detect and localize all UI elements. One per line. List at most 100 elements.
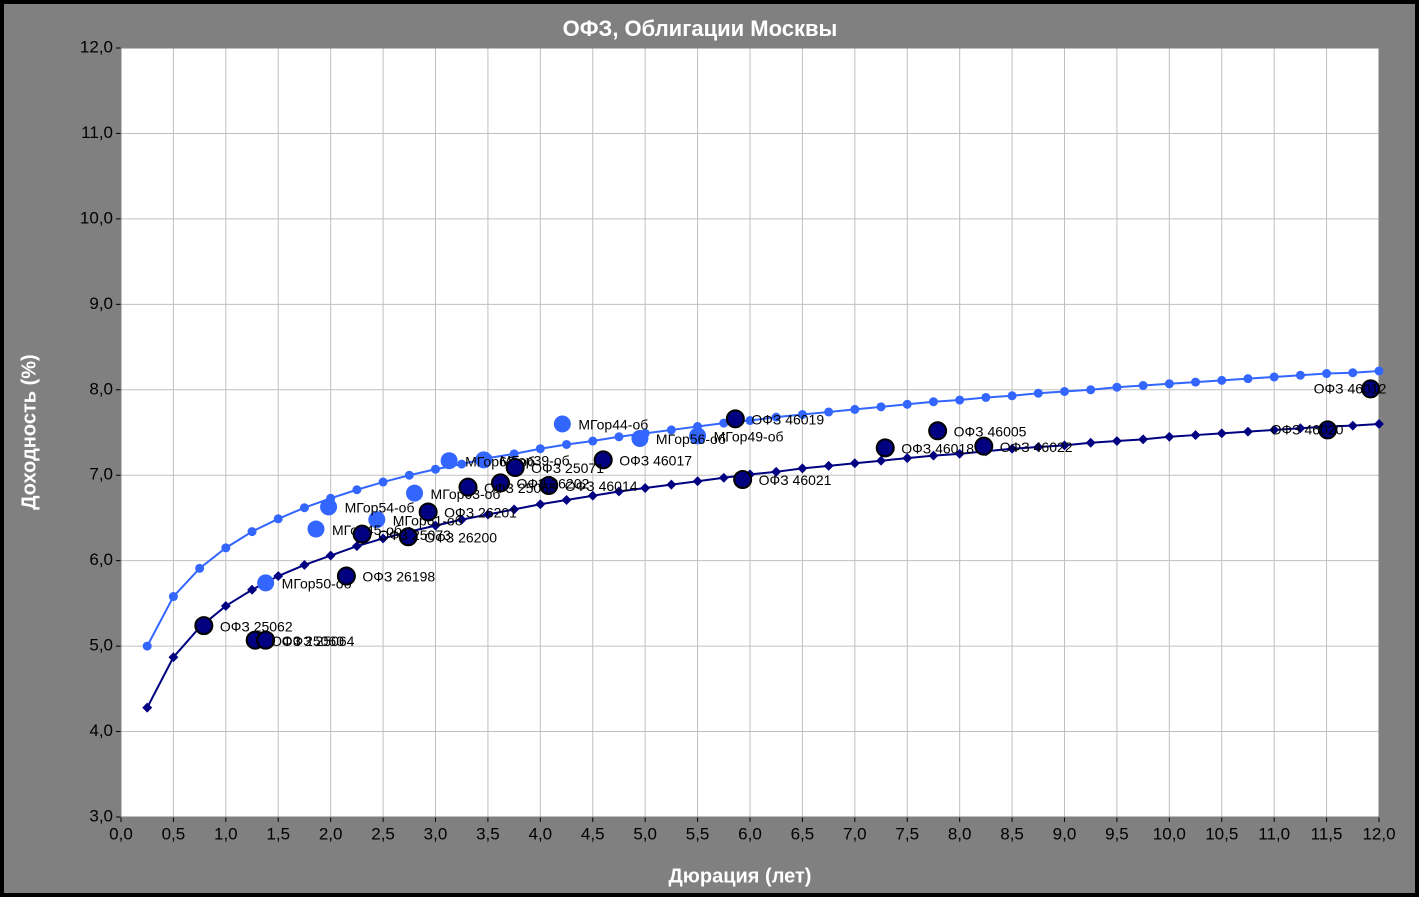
fit-point	[666, 425, 676, 435]
x-tick-label: 4,0	[529, 824, 553, 843]
fit-point	[745, 416, 755, 426]
x-tick-label: 11,5	[1311, 824, 1343, 843]
fit-point	[850, 404, 860, 414]
point-label: ОФЗ 25071	[531, 460, 604, 476]
fit-point	[1112, 382, 1122, 392]
x-tick-label: 6,5	[791, 824, 815, 843]
y-tick-label: 8,0	[89, 379, 113, 398]
fit-point	[168, 592, 178, 602]
fit-point	[456, 514, 467, 525]
fit-point	[849, 458, 860, 469]
x-tick-label: 11,0	[1258, 824, 1290, 843]
x-tick-label: 0,5	[162, 824, 186, 843]
fit-point	[1059, 440, 1070, 451]
x-tick-label: 10,5	[1205, 824, 1238, 843]
fit-point	[928, 397, 938, 407]
point-label: МГор56-об	[656, 431, 726, 447]
y-tick-label: 7,0	[89, 465, 113, 484]
y-tick-label: 11,0	[81, 123, 113, 142]
bond-point	[733, 469, 753, 489]
y-tick-label: 6,0	[89, 550, 113, 569]
x-tick-label: 7,5	[895, 824, 919, 843]
point-label: ОФЗ 26202	[516, 476, 589, 492]
x-tick-label: 7,0	[843, 824, 867, 843]
fit-point	[771, 466, 782, 477]
fit-point	[247, 527, 257, 537]
fit-point	[431, 464, 440, 474]
point-label: ОФЗ 26198	[362, 569, 435, 585]
fit-point	[1164, 379, 1174, 389]
fit-point	[666, 479, 677, 490]
point-label: ОФЗ 46017	[619, 453, 692, 469]
bond-point	[553, 415, 571, 433]
x-tick-label: 6,0	[738, 824, 762, 843]
point-label: ОФЗ 46019	[751, 412, 824, 428]
fit-point	[247, 584, 257, 595]
fit-point	[1060, 386, 1069, 396]
bond-point	[368, 511, 386, 529]
point-label: ОФЗ 46014	[565, 478, 638, 494]
bond-point	[505, 458, 525, 478]
fit-point	[352, 485, 362, 495]
bond-point	[593, 450, 613, 470]
fit-point	[718, 472, 729, 483]
fit-point	[771, 412, 781, 422]
point-label: ОФЗ 46005	[954, 423, 1027, 439]
point-label: ОФЗ 46022	[1000, 439, 1073, 455]
fit-point	[928, 450, 939, 461]
fit-point	[561, 495, 572, 505]
point-label: ОФЗ 46020	[1271, 422, 1344, 438]
fit-point	[954, 448, 965, 459]
fit-point	[640, 483, 651, 493]
fit-point	[955, 395, 965, 405]
fit-point	[378, 533, 389, 544]
bond-point	[336, 566, 356, 586]
fit-point	[1374, 419, 1384, 429]
point-label: ОФЗ 46012	[1314, 381, 1387, 397]
fit-point	[1190, 430, 1201, 441]
bond-point	[307, 520, 325, 538]
point-label: ОФЗ 25064	[282, 633, 355, 649]
bond-point	[1361, 379, 1381, 399]
fit-point	[1086, 385, 1096, 395]
fit-point	[220, 601, 231, 611]
bond-point	[398, 527, 418, 547]
bond-point	[475, 451, 493, 469]
bond-point	[974, 436, 994, 456]
fit-point	[876, 402, 886, 412]
bond-point	[928, 421, 948, 441]
x-tick-label: 9,0	[1053, 824, 1077, 843]
point-label: ОФЗ 26201	[444, 505, 517, 521]
fit-point	[509, 449, 519, 459]
fit-point	[797, 463, 808, 474]
x-axis-label: Дюрация (лет)	[669, 865, 812, 887]
bond-point	[352, 524, 372, 544]
chart-title: ОФЗ, Облигации Москвы	[563, 16, 838, 41]
x-tick-label: 0,0	[109, 824, 133, 843]
fit-point	[1322, 369, 1332, 379]
point-label: ОФЗ 46018	[901, 441, 974, 457]
fit-point	[142, 702, 153, 713]
fit-point	[692, 476, 703, 487]
bond-point	[320, 498, 338, 516]
bond-point	[256, 630, 276, 650]
fit-point	[562, 439, 572, 449]
fit-point	[588, 436, 598, 446]
fit-point	[1216, 428, 1227, 439]
point-label: ОФЗ 25060	[271, 633, 344, 649]
y-tick-label: 4,0	[89, 721, 113, 740]
x-tick-label: 3,5	[476, 824, 500, 843]
y-tick-label: 12,0	[80, 37, 113, 56]
fit-point	[1007, 391, 1017, 401]
x-tick-label: 5,0	[633, 824, 657, 843]
x-tick-label: 2,0	[319, 824, 343, 843]
bond-point	[875, 438, 895, 458]
bond-point	[458, 477, 478, 497]
fit-point	[142, 641, 152, 651]
fit-point	[535, 444, 545, 454]
fit-point	[299, 559, 310, 570]
fit-point	[1164, 431, 1175, 442]
point-label: ОФЗ 26200	[424, 529, 497, 545]
bond-point	[689, 427, 707, 445]
x-tick-label: 8,0	[948, 824, 972, 843]
